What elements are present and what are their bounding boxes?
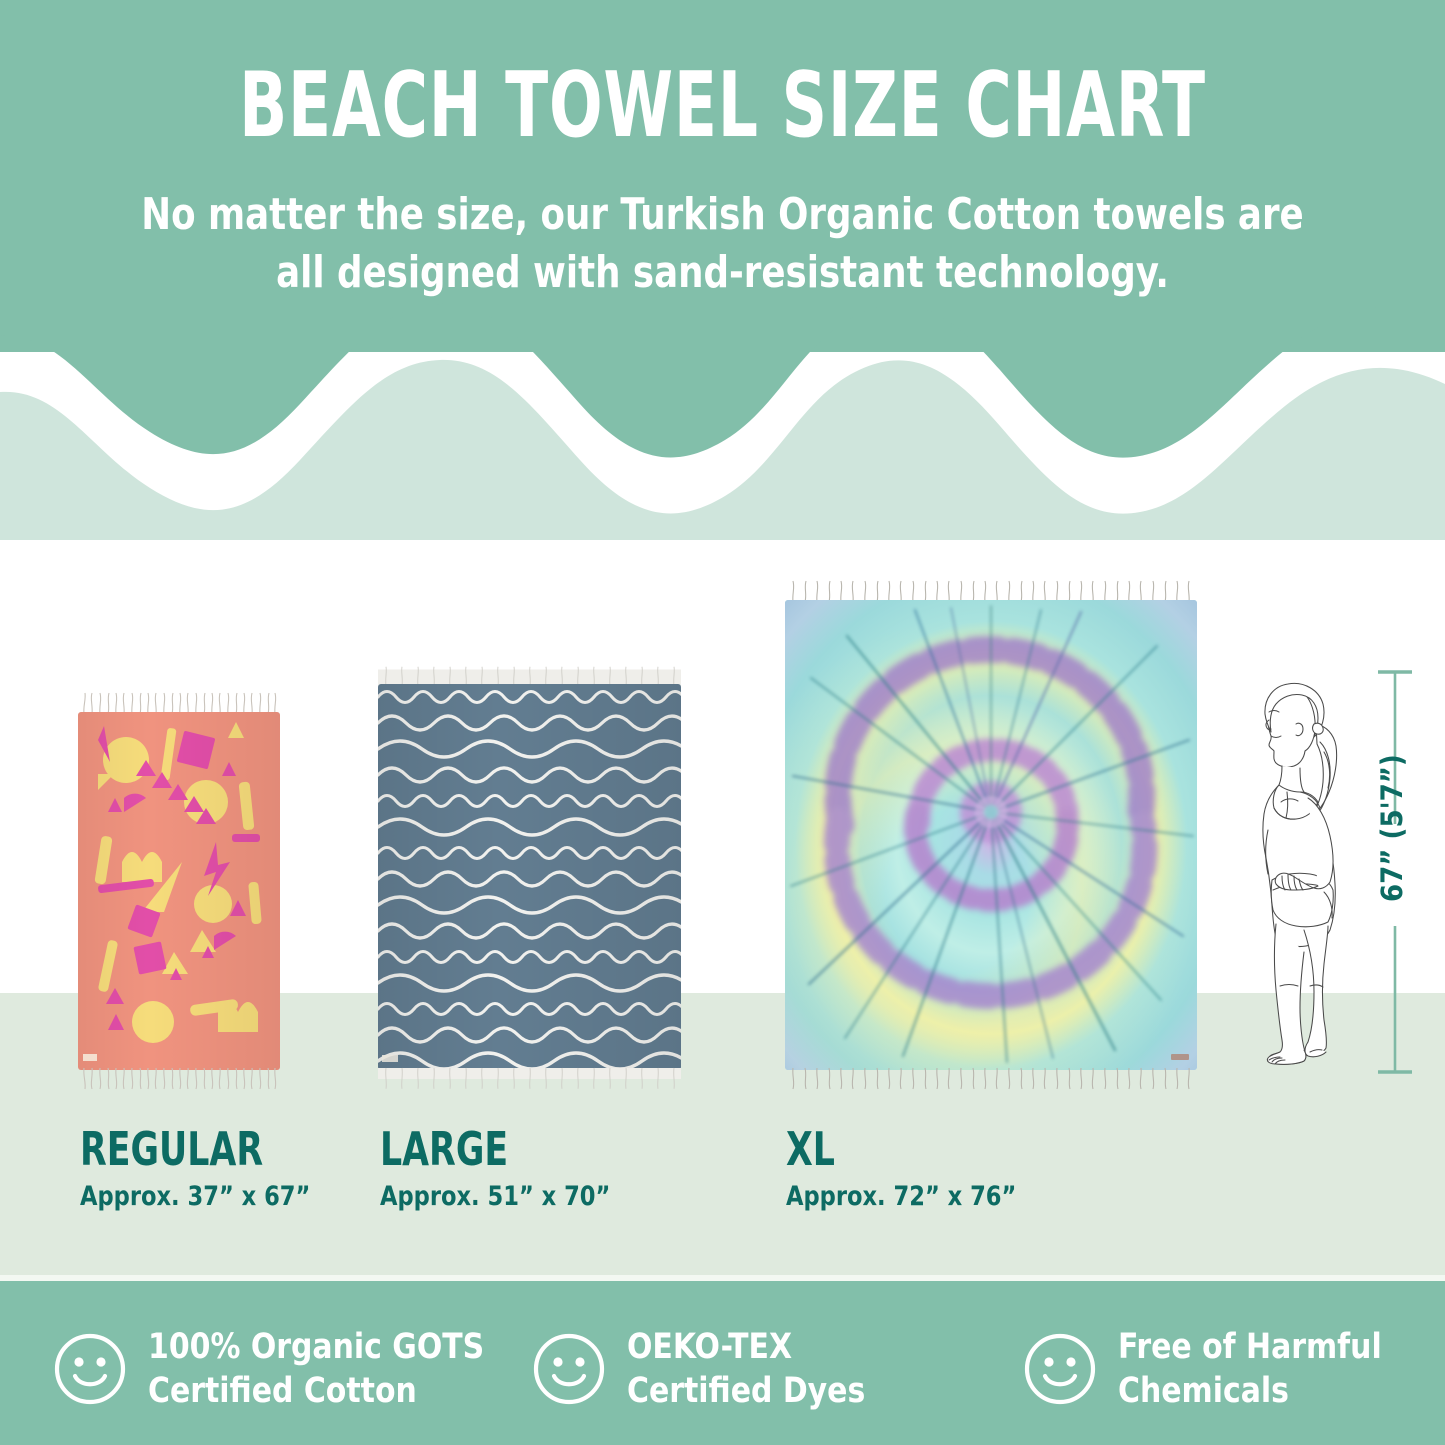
brand-tag bbox=[1171, 1054, 1189, 1060]
towel-regular-pattern bbox=[78, 712, 280, 1070]
smiley-face-icon bbox=[54, 1333, 126, 1405]
size-dims-regular: Approx. 37” x 67” bbox=[80, 1181, 311, 1212]
brand-tag bbox=[382, 1055, 398, 1062]
towel-regular[interactable] bbox=[78, 692, 280, 1090]
header-banner bbox=[0, 0, 1445, 352]
brand-tag bbox=[83, 1054, 97, 1061]
height-measure-label: 67” (5'7”) bbox=[1375, 754, 1409, 902]
towel-xl-pattern bbox=[785, 600, 1197, 1070]
fringe-bottom-icon bbox=[83, 1067, 277, 1090]
badge-organic-gots-text: 100% Organic GOTS Certified Cotton bbox=[148, 1327, 485, 1411]
fringe-bottom-icon bbox=[378, 1067, 681, 1089]
fringe-top-icon bbox=[378, 666, 681, 687]
size-label-large: LARGE bbox=[380, 1122, 509, 1176]
towel-large-pattern bbox=[378, 684, 681, 1070]
size-dims-large: Approx. 51” x 70” bbox=[380, 1181, 611, 1212]
subtitle-line-2: all designed with sand-resistant technol… bbox=[276, 247, 1169, 298]
badge-organic-gots: 100% Organic GOTS Certified Cotton bbox=[52, 1325, 502, 1413]
ground-separator bbox=[0, 1275, 1445, 1281]
footer-banner bbox=[0, 1281, 1445, 1445]
wave-teal-shape bbox=[0, 300, 1445, 458]
page-title: BEACH TOWEL SIZE CHART bbox=[239, 53, 1206, 158]
badge-free-of-harmful-chemicals: Free of Harmful Chemicals bbox=[1022, 1325, 1396, 1413]
fringe-top-icon bbox=[792, 580, 1190, 603]
badge-free-of-harmful-chemicals-text: Free of Harmful Chemicals bbox=[1118, 1327, 1382, 1411]
size-dims-xl: Approx. 72” x 76” bbox=[786, 1181, 1017, 1212]
height-measure-bar bbox=[1378, 670, 1412, 1074]
fringe-top-icon bbox=[83, 692, 277, 715]
wave-light-shape bbox=[0, 359, 1445, 540]
smiley-face-icon bbox=[533, 1333, 605, 1405]
person-figure-icon bbox=[1262, 682, 1338, 1065]
towel-large[interactable] bbox=[378, 666, 681, 1089]
size-label-regular: REGULAR bbox=[80, 1122, 264, 1176]
size-label-xl: XL bbox=[786, 1122, 835, 1176]
towel-large-surface bbox=[378, 684, 681, 1070]
towel-xl[interactable] bbox=[785, 580, 1197, 1090]
smiley-face-icon bbox=[1024, 1333, 1096, 1405]
towel-regular-surface bbox=[78, 712, 280, 1070]
badge-oeko-tex-text: OEKO-TEX Certified Dyes bbox=[627, 1327, 866, 1411]
badge-oeko-tex: OEKO-TEX Certified Dyes bbox=[531, 1325, 878, 1413]
subtitle-line-1: No matter the size, our Turkish Organic … bbox=[141, 189, 1304, 240]
wave-divider bbox=[0, 300, 1445, 540]
fringe-bottom-icon bbox=[792, 1067, 1190, 1090]
towel-xl-surface bbox=[785, 600, 1197, 1070]
page-subtitle: No matter the size, our Turkish Organic … bbox=[117, 186, 1328, 302]
